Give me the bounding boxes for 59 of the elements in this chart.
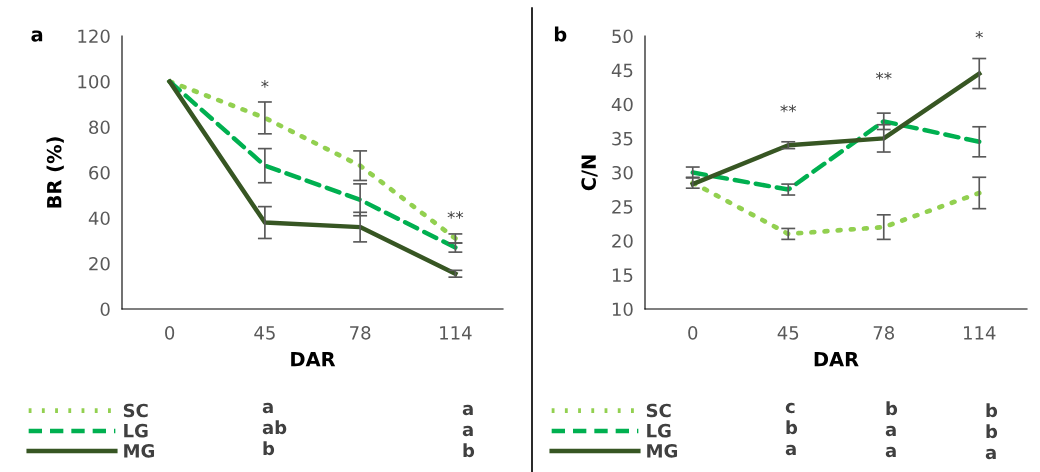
y-tick-label: 100	[78, 74, 110, 89]
x-tick-label: 45	[254, 326, 275, 340]
text: a	[462, 404, 473, 416]
x-axis-title: DAR	[291, 352, 336, 367]
text: a	[885, 425, 896, 437]
y-tick-label: 30	[612, 165, 633, 180]
text: b	[463, 443, 475, 458]
text: b	[786, 420, 798, 435]
text: a	[785, 444, 796, 456]
text: b	[986, 403, 998, 418]
legend-label: MG	[124, 444, 155, 458]
y-tick-label: 25	[612, 200, 633, 214]
y-tick-label: 40	[88, 211, 110, 226]
x-tick-label: 0	[688, 325, 698, 340]
y-axis-title: BR (%)	[46, 137, 64, 208]
y-tick-label: 60	[89, 165, 110, 180]
annotation: **	[447, 211, 464, 219]
annotation: **	[875, 71, 892, 80]
x-tick-label: 114	[440, 326, 472, 340]
text: b	[986, 424, 998, 439]
chart-title: a	[31, 30, 43, 42]
y-tick-label: 50	[612, 29, 633, 44]
text: a	[262, 402, 273, 414]
x-tick-label: 0	[165, 325, 175, 340]
y-tick-label: 35	[612, 131, 633, 146]
legend-label: SC	[646, 403, 671, 418]
annotation: **	[780, 104, 797, 113]
y-tick-label: 80	[89, 120, 110, 135]
line-series	[690, 119, 982, 192]
annotation: *	[261, 80, 269, 88]
chart-title: b	[554, 26, 567, 42]
text: b	[886, 401, 898, 416]
y-tick-label: 40	[611, 97, 633, 112]
y-tick-label: 10	[612, 302, 633, 317]
annotation: *	[975, 30, 983, 39]
text: a	[985, 448, 996, 460]
line-series	[690, 180, 982, 237]
y-axis-title: C/N	[581, 155, 598, 191]
y-tick-label: 0	[100, 302, 110, 317]
x-tick-label: 78	[350, 325, 371, 340]
text: a	[462, 425, 473, 437]
text: ab	[262, 420, 287, 435]
legend-label: MG	[647, 444, 678, 458]
y-tick-label: 15	[612, 268, 633, 282]
y-tick-label: 20	[612, 234, 633, 248]
legend-label: SC	[123, 403, 148, 418]
text: a	[885, 446, 896, 458]
x-tick-label: 45	[777, 326, 799, 340]
y-tick-label: 45	[611, 63, 633, 78]
line-series	[690, 71, 982, 187]
y-tick-label: 20	[89, 256, 110, 271]
y-tick-label: 120	[78, 29, 110, 44]
x-axis-title: DAR	[814, 352, 859, 367]
text: b	[263, 441, 275, 456]
legend-label: LG	[647, 423, 671, 438]
legend-label: LG	[124, 423, 148, 438]
x-tick-label: 78	[873, 325, 894, 340]
text: c	[785, 402, 795, 414]
x-tick-label: 114	[964, 326, 996, 340]
